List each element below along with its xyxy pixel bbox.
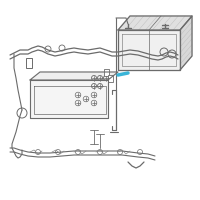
Polygon shape	[180, 16, 192, 70]
Polygon shape	[30, 72, 118, 80]
FancyBboxPatch shape	[104, 69, 109, 76]
Polygon shape	[118, 16, 192, 30]
Polygon shape	[30, 80, 108, 118]
FancyBboxPatch shape	[26, 58, 32, 68]
Polygon shape	[118, 30, 180, 70]
FancyBboxPatch shape	[108, 75, 113, 82]
